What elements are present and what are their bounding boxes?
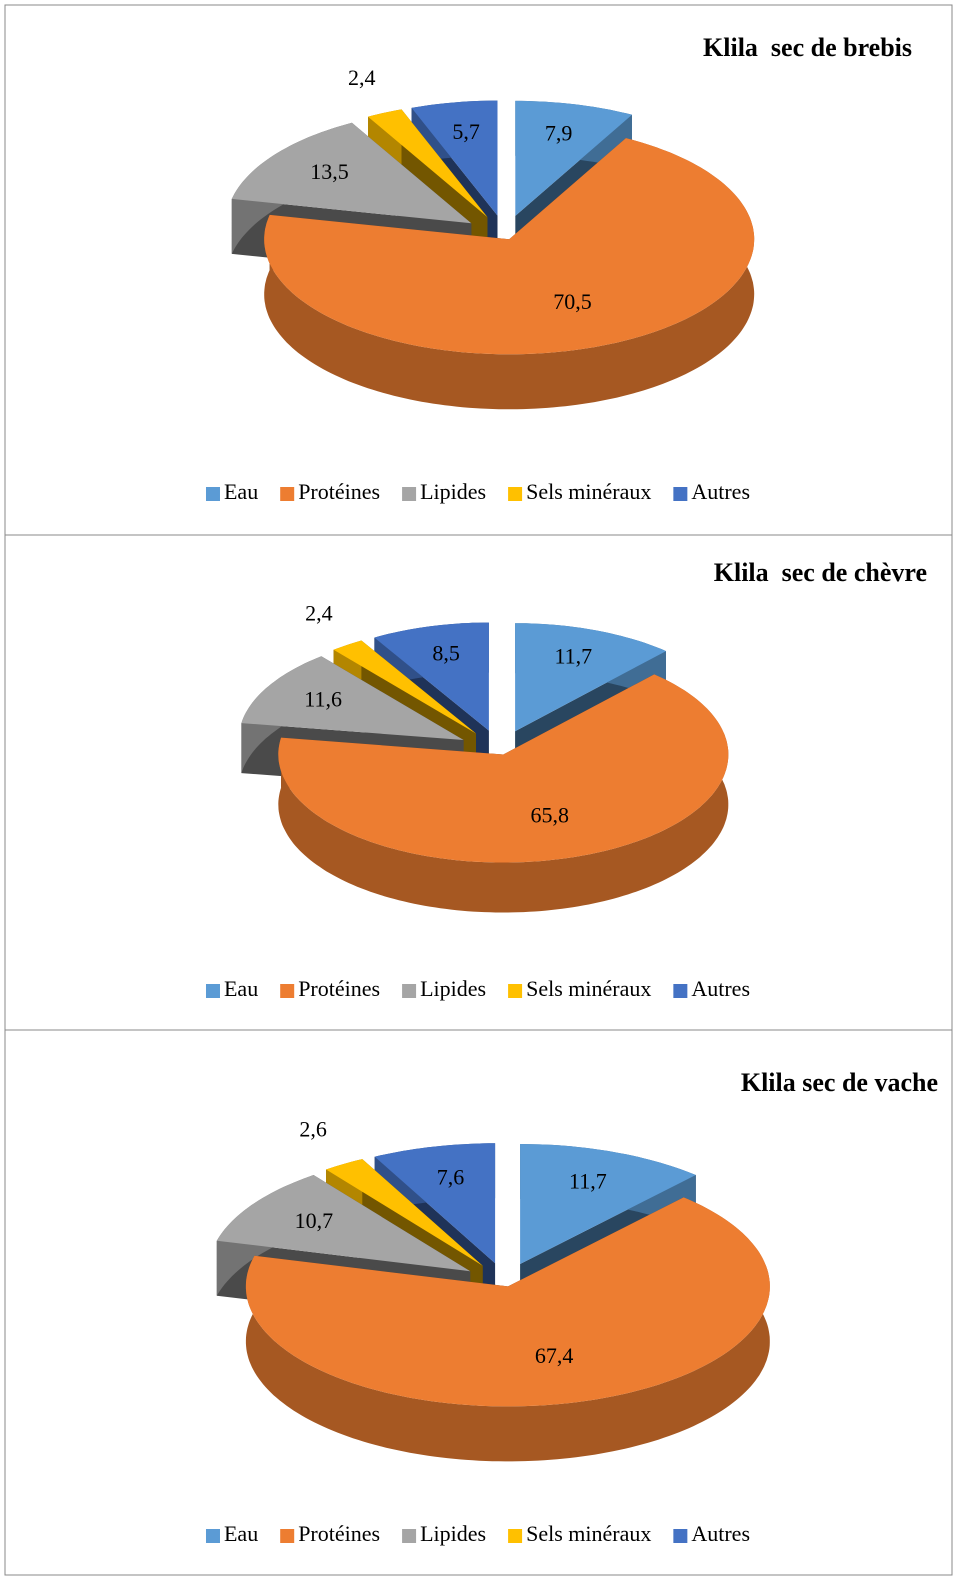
legend-label: Protéines: [298, 976, 380, 1001]
pie-slice: [245, 1197, 770, 1407]
legend-swatch: [673, 1529, 688, 1543]
data-label: 7,9: [545, 121, 573, 146]
pie-slice: [515, 100, 632, 216]
chart: Klila sec de brebis 7,9 70,5 13,5 2,4 5,7 Eau P…: [4, 4, 953, 536]
legend-label: Autres: [691, 479, 750, 504]
legend-swatch: [205, 487, 220, 501]
pie-slice: [411, 100, 498, 216]
pie-slice: [368, 109, 488, 218]
data-label: 5,7: [452, 119, 480, 144]
legend-label: Protéines: [298, 1521, 380, 1546]
legend-swatch: [508, 487, 523, 501]
slice-wall: [245, 1197, 770, 1462]
legend-label: Lipides: [420, 976, 486, 1001]
legend: Eau Protéines Lipides Sels minéraux Autres: [205, 1521, 750, 1546]
data-label: 13,5: [310, 159, 349, 184]
data-label: 7,6: [437, 1164, 465, 1189]
legend-label: Sels minéraux: [526, 976, 651, 1001]
legend: Eau Protéines Lipides Sels minéraux Autres: [205, 976, 750, 1001]
legend-label: Protéines: [298, 479, 380, 504]
pie-slice: [374, 1143, 496, 1264]
legend-label: Eau: [224, 479, 258, 504]
slice-wall: [278, 674, 729, 913]
legend-swatch: [280, 487, 295, 501]
data-label: 11,7: [554, 644, 592, 669]
legend-swatch: [402, 984, 417, 998]
legend-label: Autres: [691, 976, 750, 1001]
legend-swatch: [280, 1529, 295, 1543]
legend-swatch: [280, 984, 295, 998]
data-label: 8,5: [432, 641, 460, 666]
legend-label: Autres: [691, 1521, 750, 1546]
pie-slice: [231, 122, 472, 224]
pie-slice: [520, 1144, 696, 1264]
pie-slice: [216, 1175, 471, 1272]
legend-label: Eau: [224, 976, 258, 1001]
legend-label: Lipides: [420, 479, 486, 504]
legend-label: Sels minéraux: [526, 1521, 651, 1546]
panel-border: [4, 1029, 953, 1576]
pie-slice: [374, 622, 489, 731]
legend-label: Eau: [224, 1521, 258, 1546]
legend-swatch: [508, 984, 523, 998]
pie-slice: [326, 1159, 483, 1266]
pie-slice: [241, 656, 464, 740]
legend-swatch: [205, 984, 220, 998]
slice-wall: [264, 138, 755, 410]
pie-slice: [333, 640, 476, 734]
pie-slice: [278, 674, 729, 863]
chart: Klila sec de chèvre 11,7 65,8 11,6 2,4 8,5 Eau…: [4, 534, 953, 1031]
data-label: 11,7: [569, 1168, 607, 1193]
chart: Klila sec de vache 11,7 67,4 10,7 2,6 7,6 Eau P…: [4, 1029, 953, 1576]
data-label: 10,7: [295, 1208, 334, 1233]
legend-swatch: [205, 1529, 220, 1543]
data-label: 11,6: [304, 686, 342, 711]
data-label: 65,8: [531, 803, 570, 828]
chart-title: Klila sec de vache: [741, 1068, 938, 1097]
data-label: 67,4: [535, 1343, 574, 1368]
legend-label: Lipides: [420, 1521, 486, 1546]
data-label: 70,5: [553, 289, 592, 314]
legend-swatch: [508, 1529, 523, 1543]
data-label: 2,6: [299, 1117, 327, 1142]
legend-swatch: [673, 487, 688, 501]
legend-label: Sels minéraux: [526, 479, 651, 504]
data-label: 2,4: [348, 65, 376, 90]
legend-swatch: [402, 1529, 417, 1543]
data-label: 2,4: [305, 600, 333, 625]
pie-slice: [515, 623, 666, 732]
legend-swatch: [402, 487, 417, 501]
legend: Eau Protéines Lipides Sels minéraux Autres: [205, 479, 750, 504]
chart-title: Klila sec de chèvre: [714, 558, 927, 587]
chart-title: Klila sec de brebis: [703, 33, 912, 62]
pie-slice: [264, 138, 755, 355]
legend-swatch: [673, 984, 688, 998]
